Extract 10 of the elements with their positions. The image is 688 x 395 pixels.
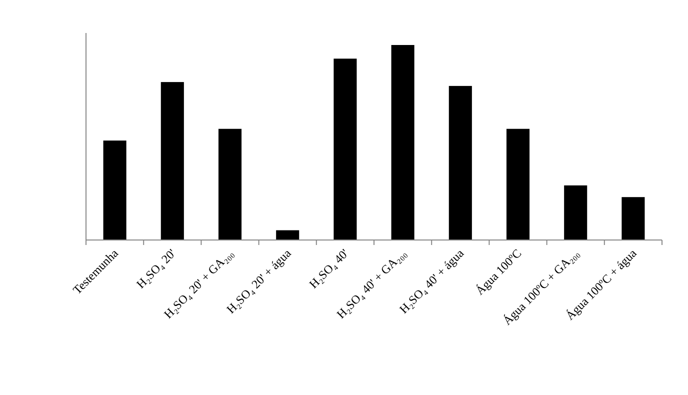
bar [448,86,472,240]
bar [276,230,300,240]
bar [218,128,242,240]
bar [564,185,588,240]
bar [334,58,357,240]
bar [103,140,126,240]
bar [160,82,184,240]
bar [506,128,530,240]
bar [622,197,645,240]
bar [391,45,414,240]
